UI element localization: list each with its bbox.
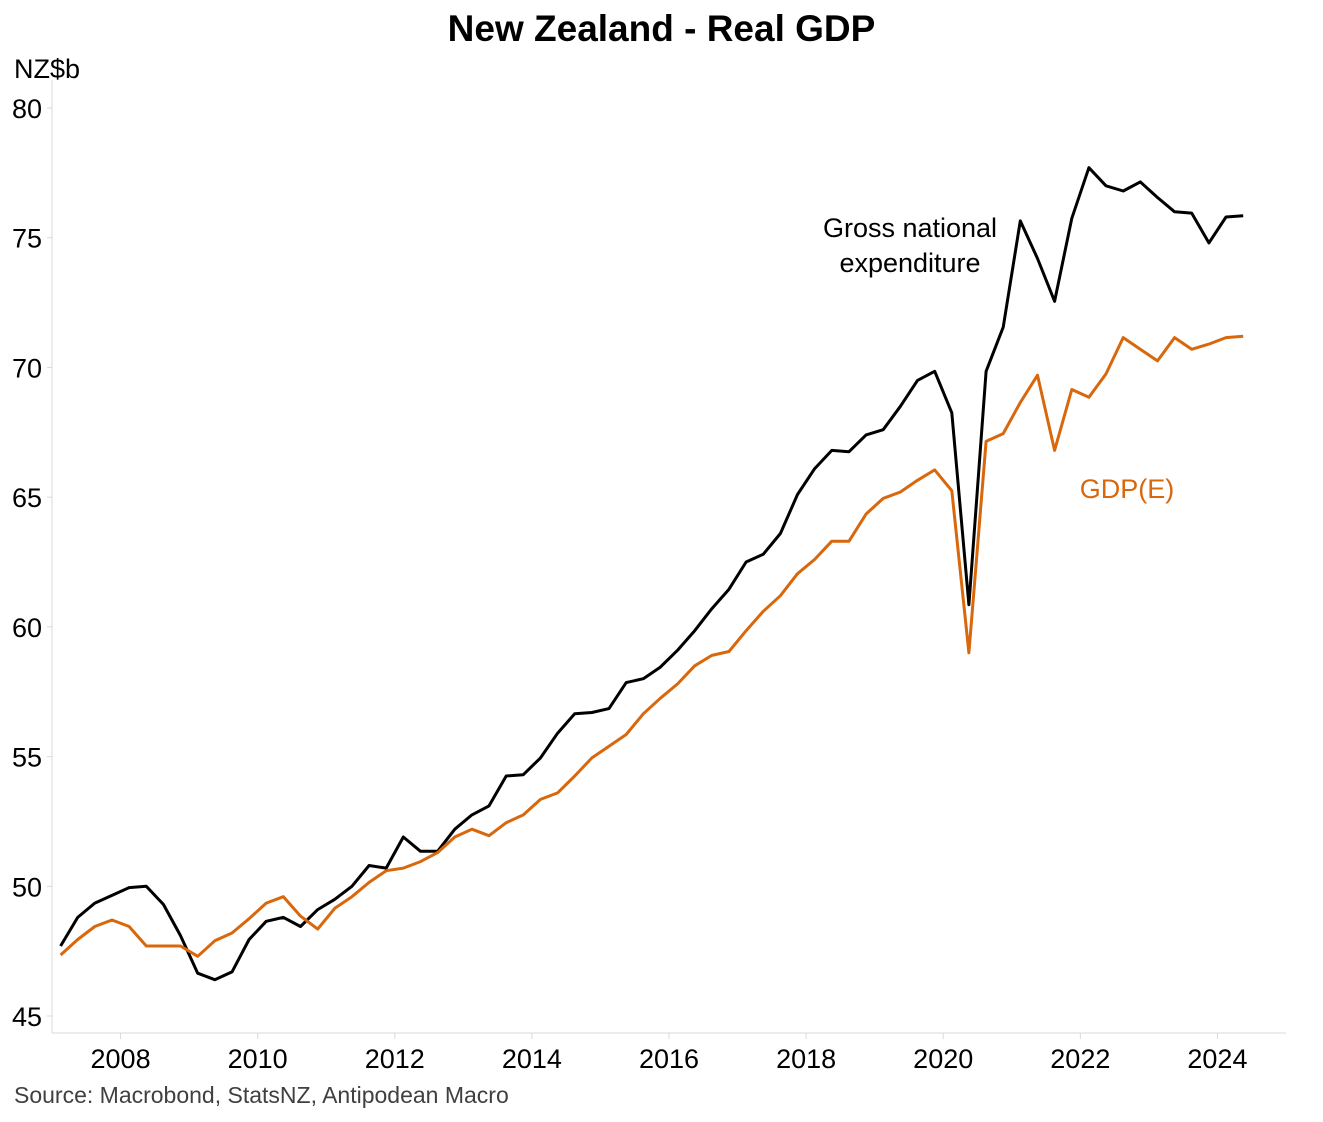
x-tick-label: 2016 — [639, 1044, 699, 1074]
x-tick-label: 2022 — [1050, 1044, 1110, 1074]
x-axis-ticks: 2008 2010 2012 2014 2016 2018 2020 2022 2024 — [91, 1033, 1247, 1074]
x-tick-label: 2018 — [776, 1044, 836, 1074]
x-tick-label: 2020 — [913, 1044, 973, 1074]
x-tick-label: 2014 — [502, 1044, 562, 1074]
y-tick-label: 75 — [12, 224, 42, 254]
y-tick-label: 70 — [12, 353, 42, 383]
x-tick-label: 2008 — [91, 1044, 151, 1074]
x-tick-label: 2024 — [1187, 1044, 1247, 1074]
axes — [51, 80, 1286, 1034]
source-note: Source: Macrobond, StatsNZ, Antipodean M… — [14, 1082, 509, 1108]
series-label-gross-national-expenditure: Gross national expenditure — [823, 213, 997, 278]
y-axis-ticks: 45 50 55 60 65 70 75 80 — [12, 94, 52, 1032]
x-tick-label: 2010 — [228, 1044, 288, 1074]
y-tick-label: 55 — [12, 743, 42, 773]
y-tick-label: 60 — [12, 613, 42, 643]
y-axis-unit-label: NZ$b — [14, 54, 81, 84]
series-lines — [59, 166, 1244, 982]
y-tick-label: 50 — [12, 872, 42, 902]
series-line-gdp-e — [59, 334, 1244, 958]
y-tick-label: 80 — [12, 94, 42, 124]
x-tick-label: 2012 — [365, 1044, 425, 1074]
chart-title: New Zealand - Real GDP — [447, 8, 876, 49]
series-labels: Gross national expenditure GDP(E) — [823, 213, 1174, 504]
series-line-gross-national-expenditure — [59, 166, 1244, 982]
line-chart: 45 50 55 60 65 70 75 80 2008 2010 2012 2014 2016 201… — [12, 80, 1286, 1074]
y-tick-label: 65 — [12, 483, 42, 513]
series-label-gdp-e: GDP(E) — [1080, 474, 1175, 504]
y-tick-label: 45 — [12, 1002, 42, 1032]
